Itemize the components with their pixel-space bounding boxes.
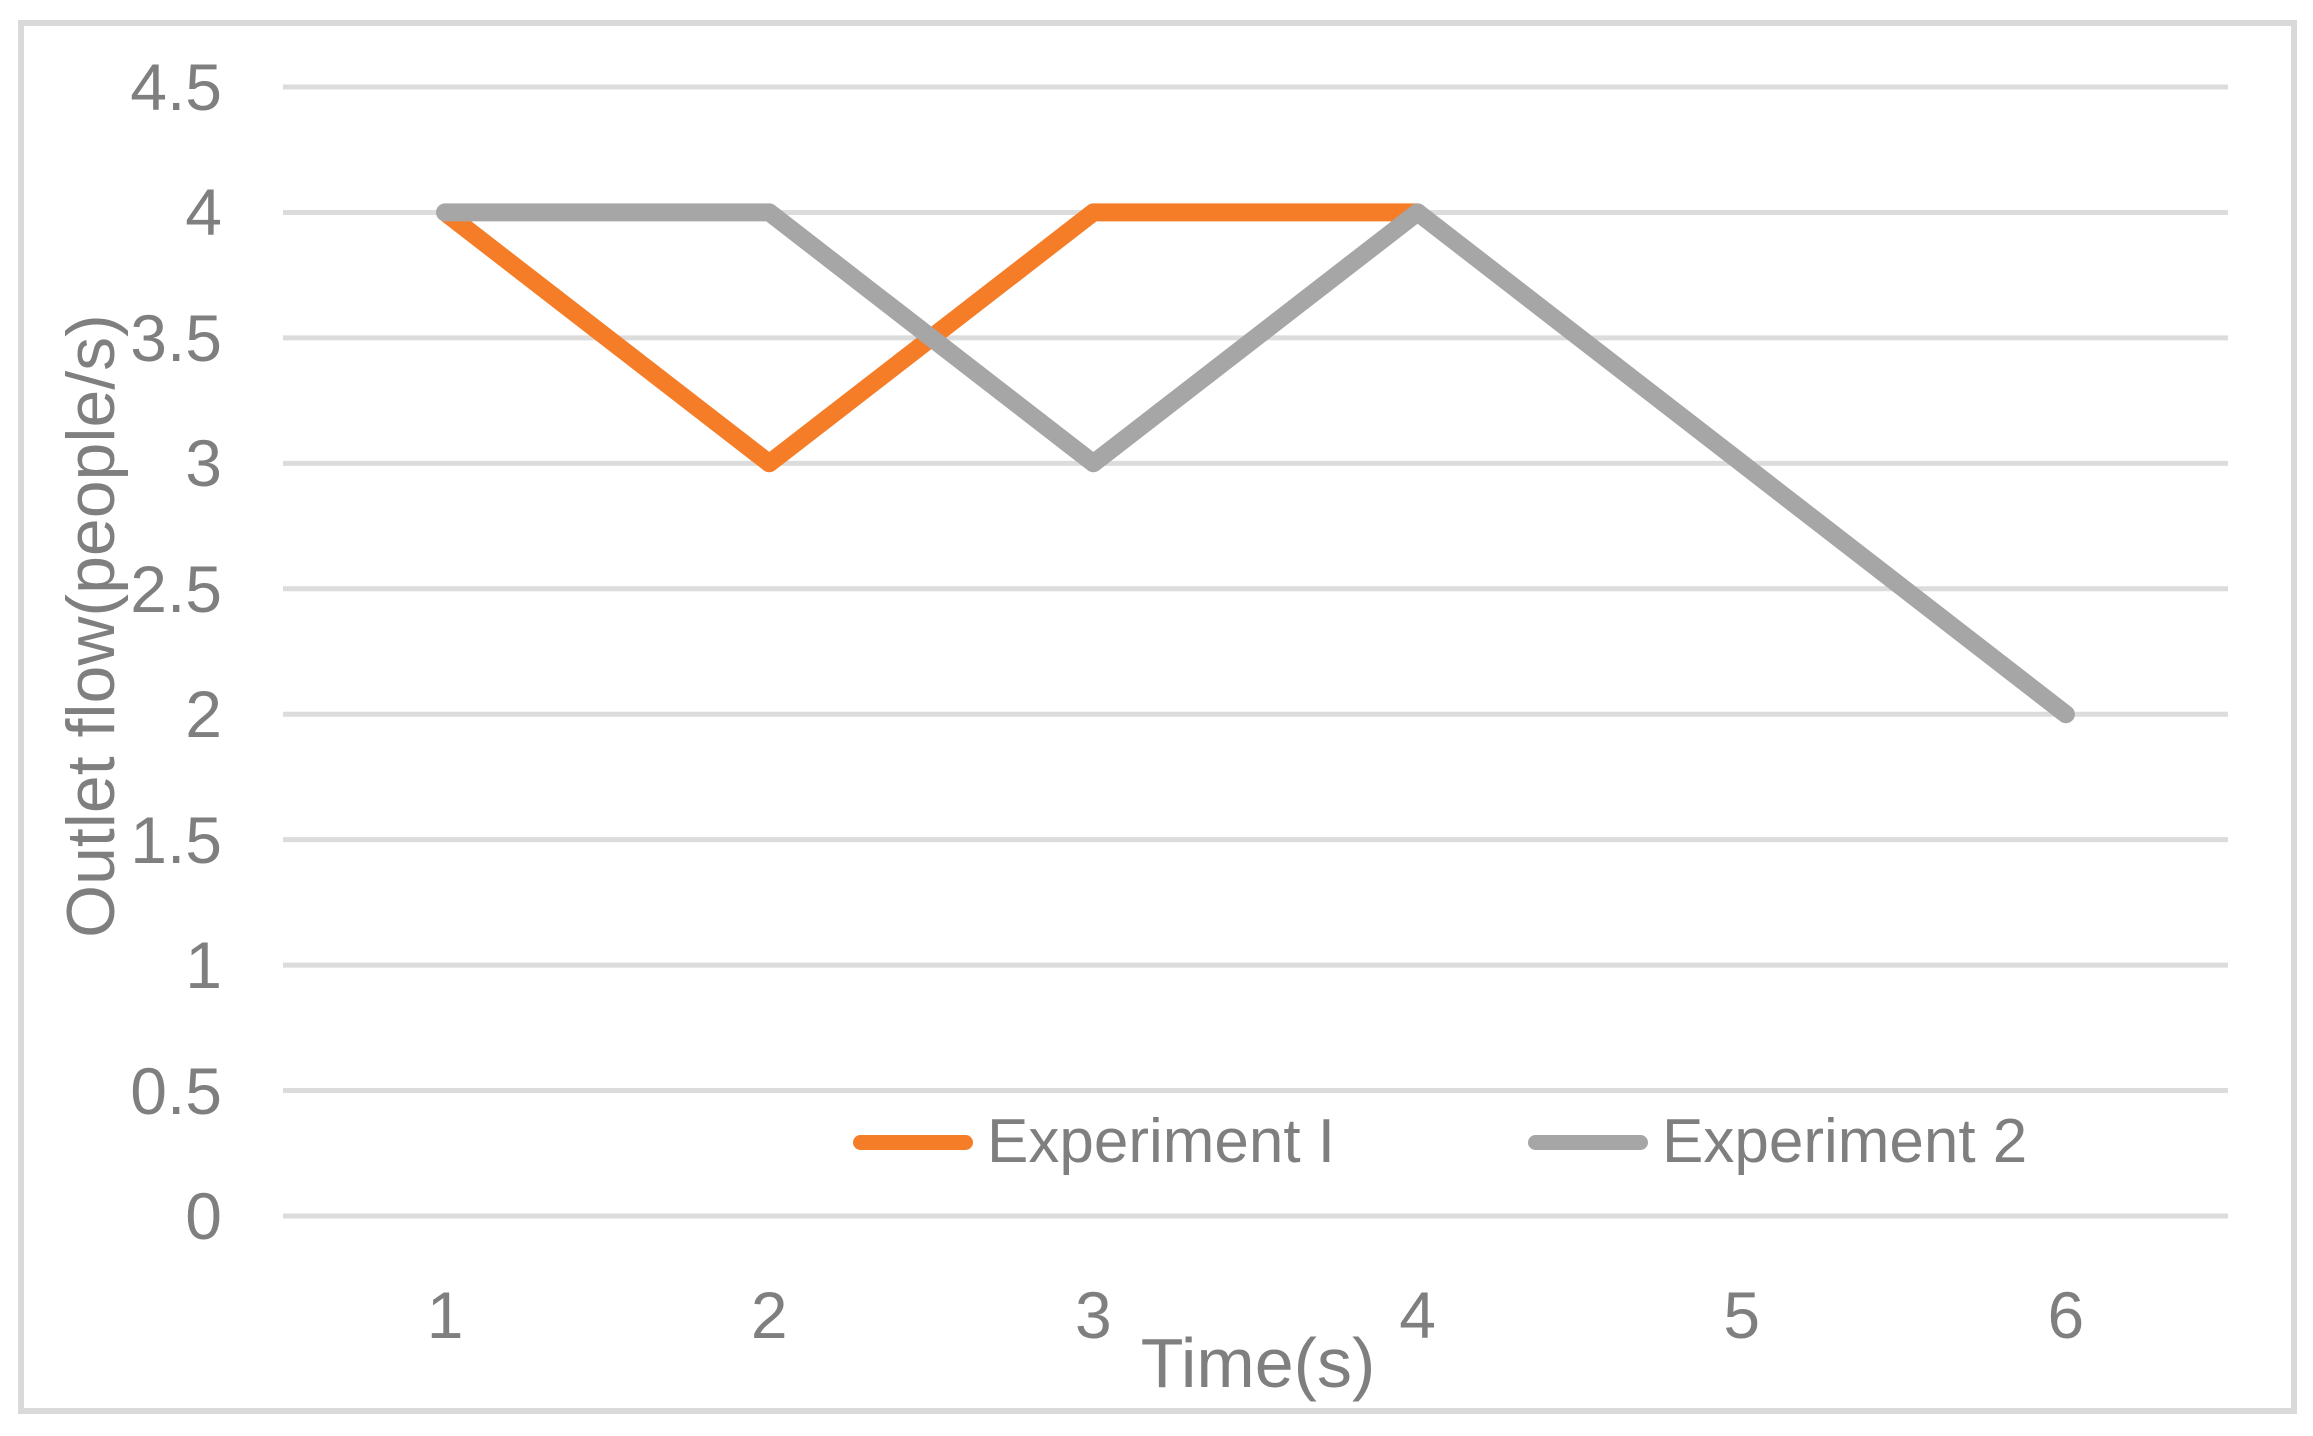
y-tick-label: 1.5 <box>130 802 222 877</box>
y-tick-label: 2 <box>185 677 222 752</box>
x-tick-label: 2 <box>750 1278 788 1352</box>
x-tick-label: 1 <box>426 1278 464 1352</box>
x-tick-label: 4 <box>1399 1278 1436 1352</box>
legend-line-marker-experiment-i <box>853 1134 973 1150</box>
x-tick-label: 5 <box>1723 1278 1761 1352</box>
legend-label-experiment-2: Experiment 2 <box>1662 1107 2028 1176</box>
y-tick-label: 3.5 <box>130 300 222 375</box>
y-tick-label: 0.5 <box>130 1053 222 1128</box>
y-tick-label: 0 <box>185 1179 222 1253</box>
x-tick-label: 6 <box>2047 1278 2085 1352</box>
legend-entry-experiment-i: Experiment I <box>853 1108 1335 1176</box>
y-tick-label: 4.5 <box>130 50 222 124</box>
y-tick-label: 1 <box>185 928 222 1003</box>
y-tick-label: 4 <box>185 175 222 250</box>
legend-label-experiment-i: Experiment I <box>987 1107 1336 1176</box>
legend-line-marker-experiment-2 <box>1528 1134 1648 1150</box>
y-tick-label: 3 <box>185 426 222 501</box>
series-line-experiment-2 <box>436 203 2075 724</box>
y-axis-title: Outlet flow(people/s) <box>53 314 129 938</box>
x-tick-label: 3 <box>1075 1278 1112 1352</box>
x-axis-title: Time(s) <box>1140 1324 1376 1402</box>
y-tick-label: 2.5 <box>130 551 222 626</box>
legend-entry-experiment-2: Experiment 2 <box>1528 1108 2027 1176</box>
